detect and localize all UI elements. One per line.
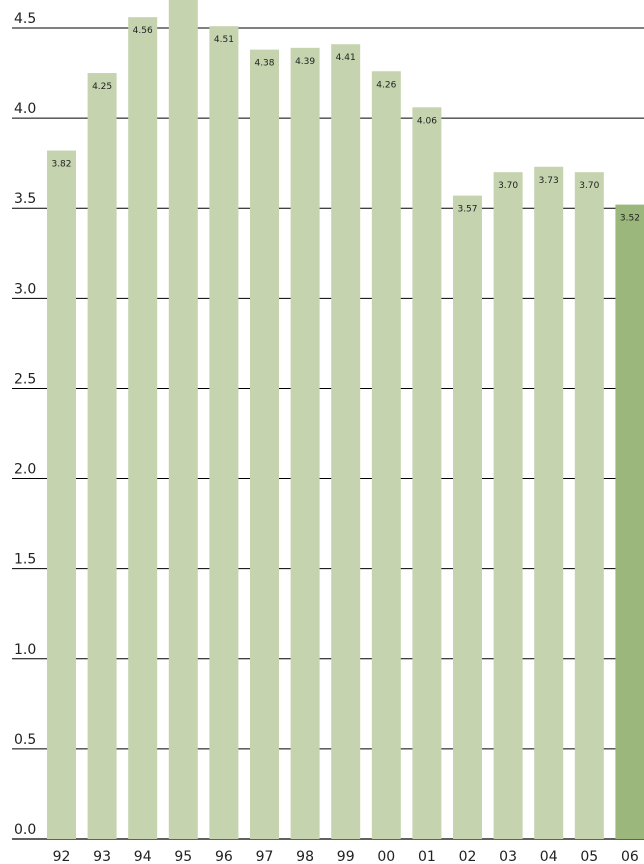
x-tick-label: 95 xyxy=(174,849,192,864)
y-tick-label: 3.0 xyxy=(14,281,36,297)
x-tick-label: 02 xyxy=(459,849,477,864)
bar-03 xyxy=(493,172,523,839)
bar-97 xyxy=(250,49,279,840)
y-tick-label: 4.5 xyxy=(14,11,36,27)
data-label: 4.38 xyxy=(254,59,274,69)
x-tick-label: 97 xyxy=(256,849,274,864)
data-label: 4.26 xyxy=(376,80,396,90)
data-label: 4.41 xyxy=(336,53,356,63)
x-tick-label: 94 xyxy=(134,849,152,864)
x-tick-label: 04 xyxy=(540,849,558,864)
y-tick-label: 1.5 xyxy=(14,552,36,568)
x-tick-label: 93 xyxy=(93,849,111,864)
data-label: 4.39 xyxy=(295,57,315,67)
bar-05 xyxy=(574,172,604,839)
data-label: 4.51 xyxy=(214,35,234,45)
data-label: 3.70 xyxy=(579,181,599,191)
data-label: 3.57 xyxy=(457,205,477,215)
bar-99 xyxy=(331,44,361,840)
gridlines xyxy=(12,27,644,840)
x-tick-labels: 92 93 94 95 96 97 98 99 00 01 02 03 04 05 06 xyxy=(53,849,639,864)
bar-01 xyxy=(412,107,442,839)
y-tick-label: 3.5 xyxy=(14,191,36,207)
y-tick-label: 2.0 xyxy=(14,462,36,478)
data-label: 3.73 xyxy=(539,176,559,186)
x-tick-label: 05 xyxy=(580,849,598,864)
x-tick-label: 00 xyxy=(377,849,395,864)
x-tick-label: 03 xyxy=(499,849,517,864)
y-tick-label: 1.0 xyxy=(14,642,36,658)
bar-98 xyxy=(290,47,320,839)
bar-95 xyxy=(168,0,198,839)
bar-04 xyxy=(534,166,564,839)
x-tick-label: 01 xyxy=(418,849,436,864)
x-tick-label: 96 xyxy=(215,849,233,864)
bars xyxy=(47,0,644,840)
y-tick-labels: 0.0 0.5 1.0 1.5 2.0 2.5 3.0 3.5 4.0 4.5 xyxy=(14,11,36,838)
x-tick-label: 06 xyxy=(621,849,639,864)
data-labels: 3.82 4.25 4.56 4.51 4.38 4.39 4.41 4.26 4.06 3.57… xyxy=(51,26,639,223)
data-label: 4.56 xyxy=(133,26,153,36)
data-label: 4.25 xyxy=(92,82,112,92)
y-tick-label: 0.5 xyxy=(14,732,36,748)
data-label: 3.82 xyxy=(51,160,71,170)
y-tick-label: 4.0 xyxy=(14,101,36,117)
y-tick-label: 0.0 xyxy=(14,822,36,838)
data-label: 3.70 xyxy=(498,181,518,191)
bar-02 xyxy=(453,195,482,839)
x-tick-label: 98 xyxy=(296,849,314,864)
bar-06 xyxy=(615,204,644,839)
bar-92 xyxy=(47,150,76,839)
x-tick-label: 92 xyxy=(53,849,71,864)
bar-96 xyxy=(209,26,239,840)
bar-94 xyxy=(128,17,158,840)
data-label: 4.06 xyxy=(417,116,437,126)
bar-93 xyxy=(87,73,117,840)
bar-00 xyxy=(371,71,401,839)
y-tick-label: 2.5 xyxy=(14,371,36,387)
x-tick-label: 99 xyxy=(337,849,355,864)
data-label: 3.52 xyxy=(620,214,640,224)
